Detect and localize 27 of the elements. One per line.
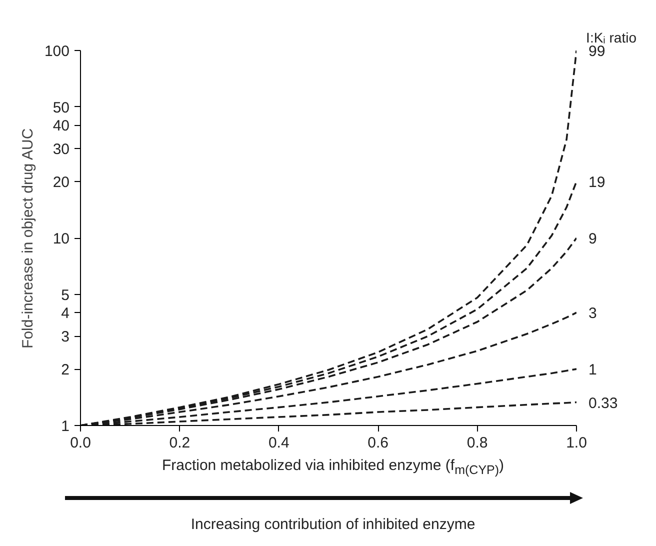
y-tick-label: 2	[61, 362, 70, 379]
y-tick-label: 40	[52, 118, 70, 135]
x-tick-label: 0.4	[268, 434, 290, 452]
x-axis-title: Fraction metabolized via inhibited enzyme (f$_{m(CYP)}$)	[160, 456, 506, 479]
y-tick-label: 1	[61, 418, 70, 435]
x-tick-label: 0.6	[368, 434, 389, 452]
series-label: 0.33	[588, 394, 618, 412]
series-label: 19	[588, 174, 606, 192]
series-label: 9	[588, 230, 597, 248]
y-tick-label: 4	[61, 305, 70, 322]
y-tick-label: 30	[52, 141, 70, 158]
y-tick-label: 50	[52, 99, 70, 116]
series-label: 1	[588, 362, 597, 379]
x-tick-label: 0.8	[466, 434, 488, 452]
y-axis-title: Fold-increase in object drug AUC	[19, 128, 36, 348]
x-tick-label: 0.2	[169, 434, 190, 452]
y-tick-label: 20	[52, 174, 70, 192]
text: Increasing contribution of inhibited enzyme	[190, 514, 476, 535]
legend-title: I:Kᵢ ratio	[586, 30, 637, 46]
y-tick-label: 5	[61, 286, 70, 304]
y-tick-label: 3	[61, 328, 70, 346]
x-tick-label: 0.0	[70, 434, 91, 452]
series-label: 99	[588, 43, 606, 60]
y-tick-label: 100	[44, 43, 70, 60]
series-label: 3	[588, 305, 597, 322]
y-tick-label: 10	[52, 230, 70, 248]
x-tick-label: 1.0	[566, 434, 587, 452]
